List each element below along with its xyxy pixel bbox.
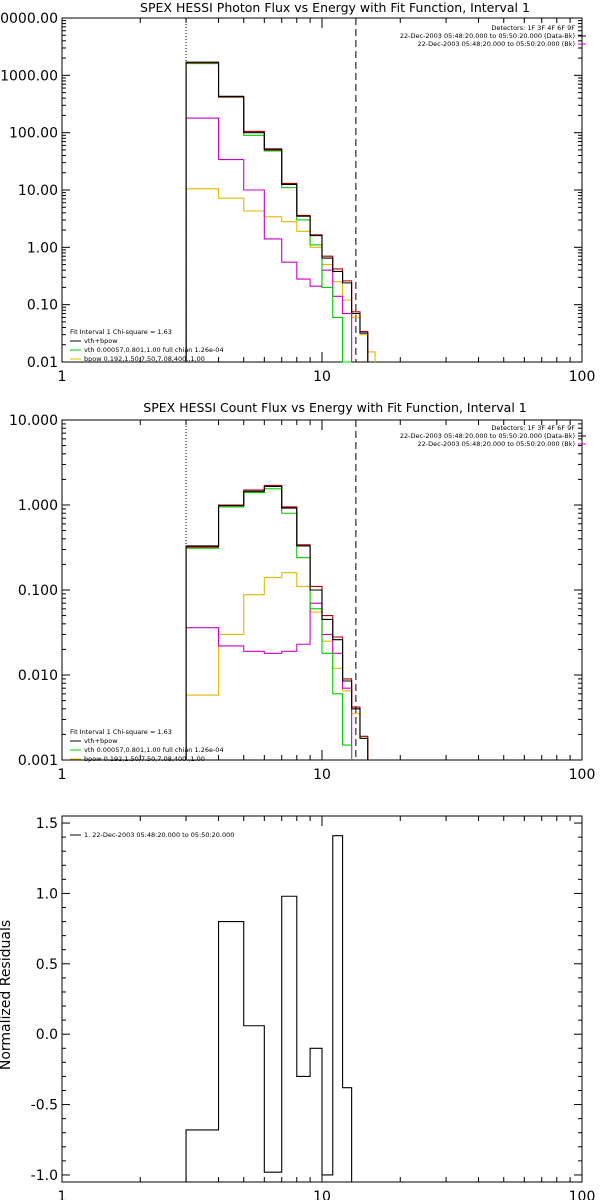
x-tick-label: 100 [569, 1189, 596, 1200]
legend-bpow: bpow 0.192,1.50,7.50,7.08,400.,1.00 [84, 755, 205, 763]
legend-bpow: bpow 0.192,1.50,7.50,7.08,400.,1.00 [84, 355, 205, 363]
legend-detectors: Detectors: 1F 3F 4F 6F 9F [491, 24, 575, 32]
y-tick-label: 10.000 [9, 413, 58, 429]
legend-top-right: Detectors: 1F 3F 4F 6F 9F 22-Dec-2003 05… [400, 424, 575, 448]
y-axis-label: Normalized Residuals [0, 920, 14, 1070]
y-tick-label: 1.00 [27, 240, 58, 256]
x-tick-label: 1 [58, 369, 67, 385]
legend-bk: 22-Dec-2003 05:48:20.000 to 05:50:20.000… [418, 440, 576, 448]
legend-bk: 22-Dec-2003 05:48:20.000 to 05:50:20.000… [418, 40, 576, 48]
y-tick-label: 0.010 [18, 668, 58, 684]
legend-vth-bpow: vth+bpow [84, 337, 118, 345]
legend-vth: vth 0.00057,0.801,1.00 full chian 1.26e-… [84, 346, 224, 354]
y-tick-label: 1.0 [36, 886, 58, 902]
legend-bottom-left: Fit Interval 1 Chi-square = 1.63 vth+bpo… [70, 328, 224, 363]
y-tick-label: 0.100 [18, 583, 58, 599]
legend-data-bk: 22-Dec-2003 05:48:20.000 to 05:50:20.000… [400, 32, 575, 40]
y-tick-label: 0.5 [36, 957, 58, 973]
x-tick-label: 1 [58, 767, 67, 783]
series-residuals [185, 835, 353, 1182]
y-tick-label: -1.0 [31, 1168, 58, 1184]
y-tick-label: -0.5 [31, 1098, 58, 1114]
y-tick-label: 1.000 [18, 498, 58, 514]
y-tick-label: 0.01 [27, 355, 58, 371]
legend-vth-bpow: vth+bpow [84, 737, 118, 745]
chart-title: SPEX HESSI Count Flux vs Energy with Fit… [143, 400, 526, 415]
count-flux-chart: SPEX HESSI Count Flux vs Energy with Fit… [9, 400, 596, 783]
residuals-chart: Normalized Residuals 1. 22-Dec-2003 05:4… [0, 815, 596, 1200]
x-tick-label: 1 [58, 1189, 67, 1200]
y-tick-label: 100.00 [9, 126, 58, 142]
legend-vth: vth 0.00057,0.801,1.00 full chian 1.26e-… [84, 746, 224, 754]
x-tick-label: 100 [569, 767, 596, 783]
legend-top-right: Detectors: 1F 3F 4F 6F 9F 22-Dec-2003 05… [400, 24, 575, 48]
series-vth [185, 63, 352, 363]
photon-flux-chart: SPEX HESSI Photon Flux vs Energy with Fi… [0, 0, 596, 385]
legend-fit-interval: Fit Interval 1 Chi-square = 1.63 [70, 728, 172, 736]
y-tick-label: 0000.00 [0, 11, 58, 27]
x-tick-label: 10 [313, 1189, 331, 1200]
series-total [185, 61, 369, 362]
y-tick-label: 0.0 [36, 1027, 58, 1043]
legend-bottom-left: Fit Interval 1 Chi-square = 1.63 vth+bpo… [70, 728, 224, 763]
series-bpow [185, 188, 376, 362]
legend-fit-interval: Fit Interval 1 Chi-square = 1.63 [70, 328, 172, 336]
x-tick-label: 100 [569, 369, 596, 385]
y-tick-label: 0.10 [27, 298, 58, 314]
y-tick-label: 10.00 [18, 183, 58, 199]
legend-detectors: Detectors: 1F 3F 4F 6F 9F [491, 424, 575, 432]
series-bk [185, 117, 353, 362]
x-tick-label: 10 [313, 767, 331, 783]
series-data-minus-bk [185, 484, 369, 760]
series-total [185, 485, 369, 760]
y-tick-label: 1.5 [36, 816, 58, 832]
chart-title: SPEX HESSI Photon Flux vs Energy with Fi… [140, 0, 530, 15]
y-tick-label: 1000.00 [0, 68, 58, 84]
plot-frame [61, 17, 583, 363]
legend-interval: 1. 22-Dec-2003 05:48:20.000 to 05:50:20.… [84, 831, 234, 839]
series-bpow [185, 572, 369, 760]
series-bk [185, 602, 353, 760]
y-tick-label: 0.001 [18, 753, 58, 769]
x-tick-label: 10 [313, 369, 331, 385]
legend-data-bk: 22-Dec-2003 05:48:20.000 to 05:50:20.000… [400, 432, 575, 440]
series-vth [185, 488, 353, 760]
